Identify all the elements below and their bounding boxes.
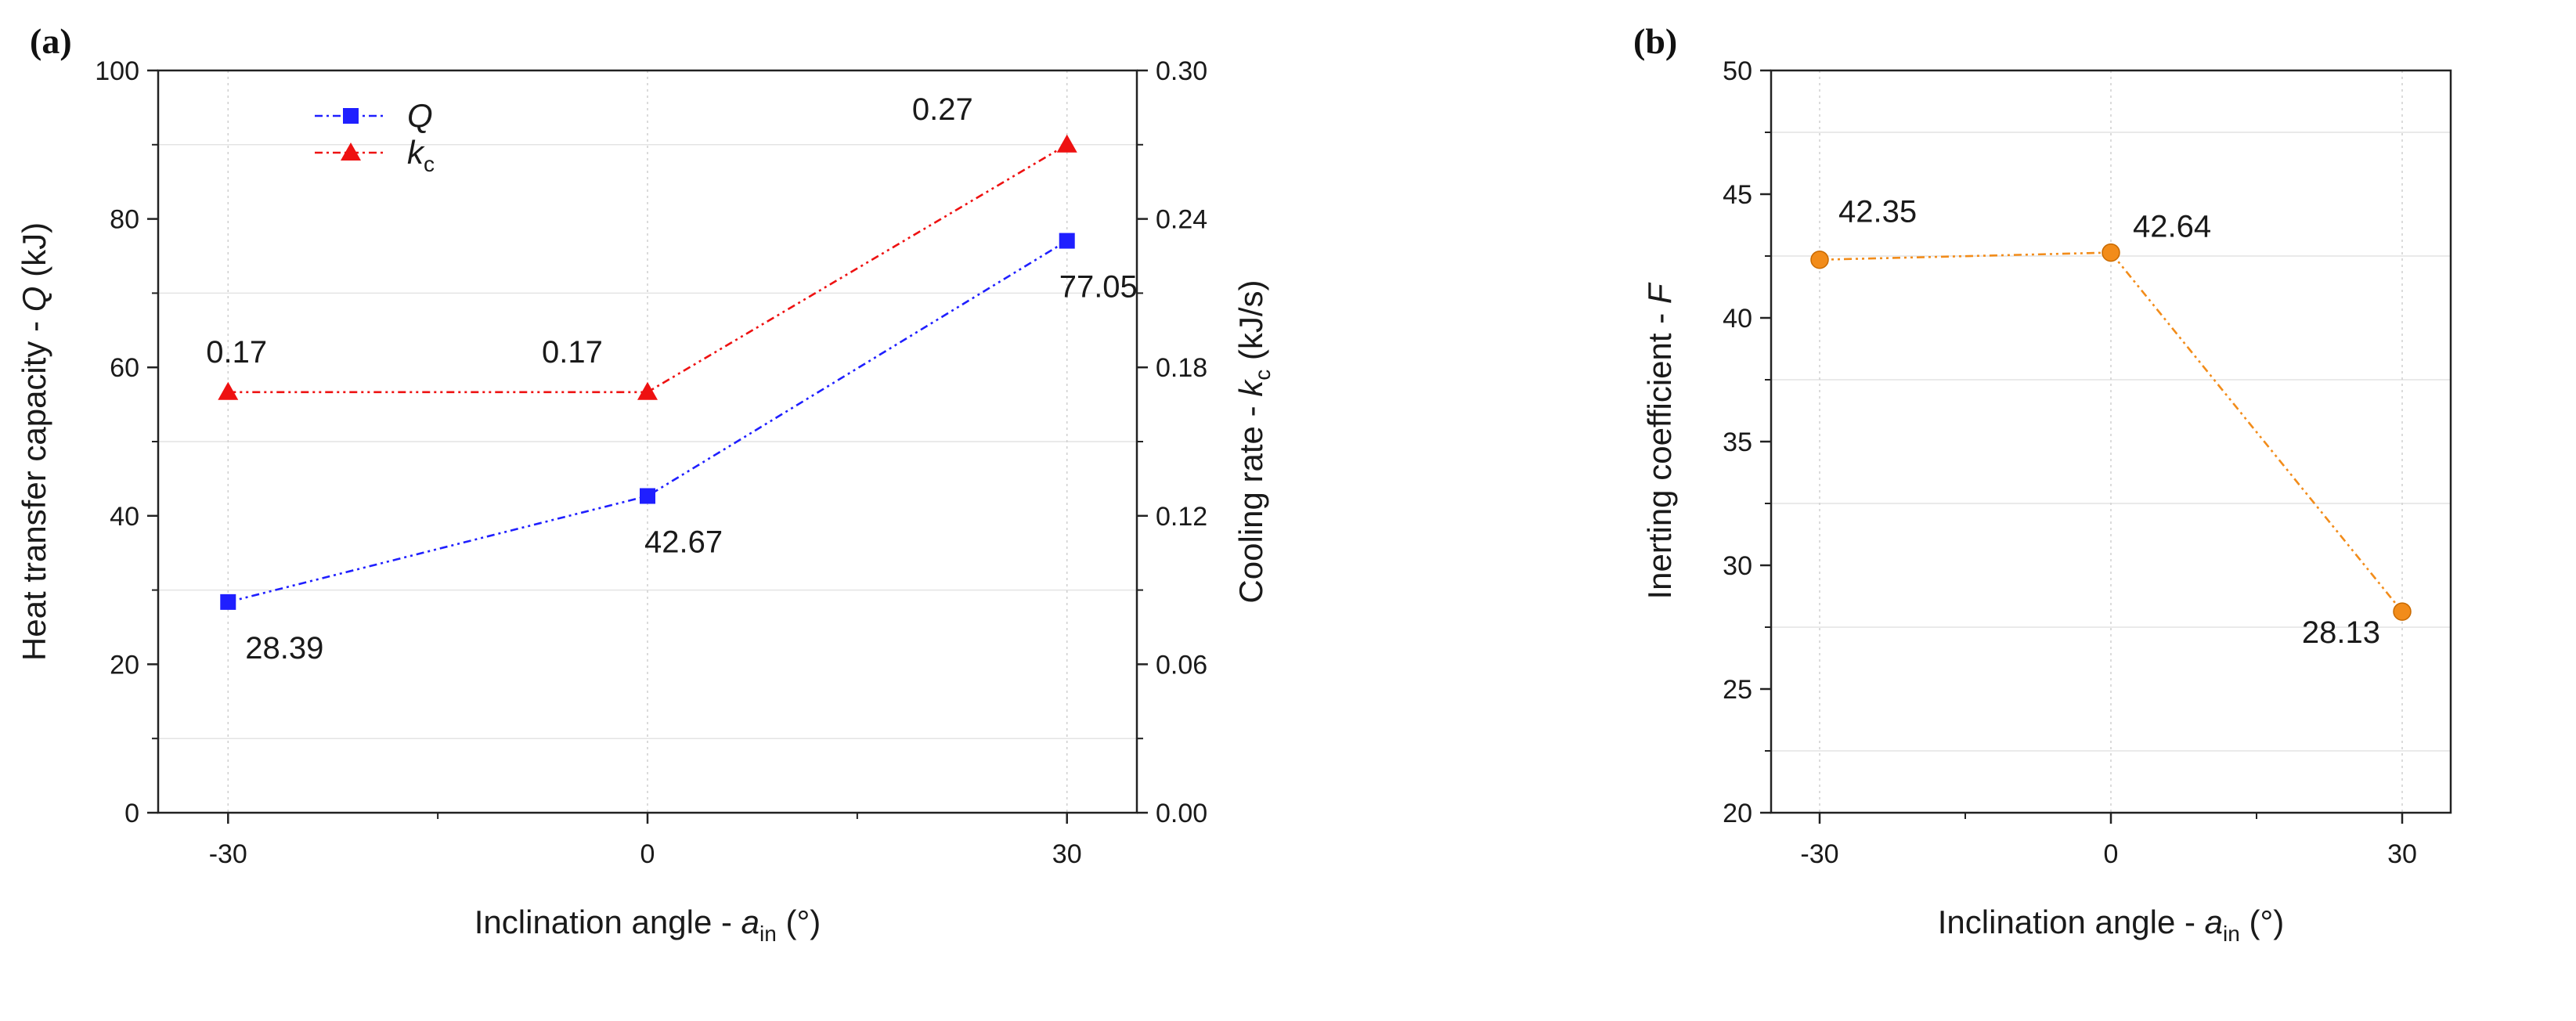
chart-b: 20 25 30 35 40 45 50 -30 0 30 42.35 42.64 28.13 Incli… [1633, 21, 2452, 946]
chart-a: 0 20 40 60 80 100 0.00 0.06 0.12 0.18 0.24 0.30 -30 0… [16, 21, 1275, 946]
data-label: 77.05 [1059, 270, 1138, 305]
y-tick-label: 20 [1723, 799, 1752, 828]
data-point-kc [637, 381, 658, 400]
data-label: 28.13 [2302, 615, 2380, 650]
legend-label: kc [407, 134, 435, 176]
data-label: 0.17 [542, 335, 603, 370]
y-axis-title-left: Heat transfer capacity - Q (kJ) [16, 222, 52, 661]
legend-marker [343, 108, 359, 124]
data-label: 0.17 [206, 335, 267, 370]
x-tick-label: 0 [2104, 839, 2119, 869]
x-tick-label: -30 [209, 839, 247, 869]
x-tick-label: -30 [1800, 839, 1838, 869]
x-tick-label: 30 [1052, 839, 1082, 869]
data-point-F [2102, 243, 2120, 262]
x-tick-label: 0 [640, 839, 655, 869]
y-tick-label-left: 100 [95, 56, 139, 86]
data-point-kc [218, 381, 239, 400]
x-axis-title: Inclination angle - ain (°) [1938, 904, 2284, 946]
y-axis-title-right: Cooling rate - kc (kJ/s) [1232, 280, 1275, 603]
y-axis-title: Inerting coefficient - F [1641, 282, 1678, 599]
y-tick-label-left: 0 [124, 799, 139, 828]
data-point-Q [220, 593, 236, 610]
data-label: 42.64 [2133, 210, 2211, 244]
y-tick-label: 50 [1723, 56, 1752, 86]
y-tick-label-right: 0.12 [1156, 502, 1207, 532]
y-tick-label-right: 0.30 [1156, 56, 1207, 86]
y-tick-label: 40 [1723, 304, 1752, 334]
y-tick-label: 25 [1723, 675, 1752, 705]
y-tick-label-left: 20 [110, 650, 139, 680]
y-tick-label-right: 0.00 [1156, 799, 1207, 828]
data-point-Q [640, 488, 655, 504]
y-tick-label: 30 [1723, 551, 1752, 581]
x-tick-label: 30 [2387, 839, 2417, 869]
data-label: 42.67 [644, 525, 723, 559]
y-tick-label-right: 0.18 [1156, 353, 1207, 383]
data-point-Q [1059, 233, 1075, 249]
panel-label: (b) [1633, 21, 1677, 61]
y-tick-label-right: 0.06 [1156, 650, 1207, 680]
data-label: 42.35 [1838, 195, 1917, 229]
data-point-F [1810, 250, 1829, 269]
y-tick-label: 45 [1723, 180, 1752, 210]
x-axis-title: Inclination angle - ain (°) [474, 904, 821, 946]
data-label: 28.39 [245, 631, 323, 666]
legend-label: Q [407, 97, 433, 134]
y-tick-label: 35 [1723, 428, 1752, 457]
data-label: 0.27 [912, 92, 973, 127]
data-point-F [2393, 602, 2412, 621]
panel-label: (a) [30, 21, 72, 61]
legend-marker [341, 143, 361, 161]
y-tick-label-left: 60 [110, 353, 139, 383]
series-line-kc [228, 143, 1068, 394]
data-point-kc [1056, 134, 1077, 153]
y-tick-label-left: 80 [110, 205, 139, 235]
series-line-F [1819, 251, 2404, 612]
y-tick-label-left: 40 [110, 502, 139, 532]
y-tick-label-right: 0.24 [1156, 205, 1207, 235]
